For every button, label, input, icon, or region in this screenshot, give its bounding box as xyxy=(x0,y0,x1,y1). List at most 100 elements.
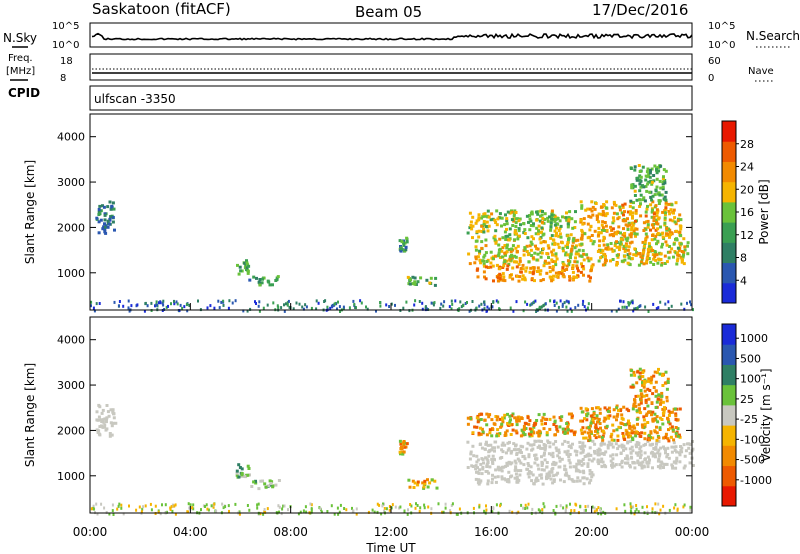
scatter-cell xyxy=(629,509,632,513)
scatter-cell xyxy=(636,370,640,374)
scatter-cell xyxy=(639,255,643,259)
scatter-cell xyxy=(383,507,386,510)
scatter-cell xyxy=(528,244,532,248)
scatter-cell xyxy=(653,237,657,241)
scatter-cell xyxy=(539,509,542,513)
scatter-cell xyxy=(531,271,535,275)
scatter-cell xyxy=(649,228,652,232)
scatter-cell xyxy=(662,410,666,414)
scatter-cell xyxy=(262,512,265,516)
scatter-cell xyxy=(646,219,650,223)
scatter-cell xyxy=(682,253,685,257)
scatter-cell xyxy=(674,201,678,205)
scatter-cell xyxy=(642,196,646,200)
scatter-cell xyxy=(635,504,638,507)
scatter-cell xyxy=(521,455,525,458)
scatter-cell xyxy=(305,510,308,514)
scatter-cell xyxy=(579,504,582,508)
scatter-cell xyxy=(95,502,98,506)
scatter-cell xyxy=(255,302,257,305)
scatter-cell xyxy=(97,415,101,419)
scatter-cell xyxy=(548,275,552,279)
scatter-cell xyxy=(602,431,606,435)
scatter-cell xyxy=(534,478,538,482)
scatter-cell xyxy=(593,434,597,437)
scatter-cell xyxy=(503,244,507,247)
scatter-cell xyxy=(667,428,670,432)
scatter-cell xyxy=(527,455,531,459)
scatter-cell xyxy=(619,231,622,235)
scatter-cell xyxy=(637,403,641,407)
scatter-cell xyxy=(337,512,340,516)
scatter-cell xyxy=(612,200,616,204)
scatter-cell xyxy=(638,371,642,375)
scatter-cell xyxy=(606,443,610,447)
scatter-cell xyxy=(535,258,539,262)
scatter-cell xyxy=(128,504,130,508)
scatter-cell xyxy=(520,503,523,507)
scatter-cell xyxy=(475,470,478,474)
scatter-cell xyxy=(169,508,172,511)
scatter-cell xyxy=(390,302,393,306)
scatter-cell xyxy=(667,256,671,260)
scatter-cell xyxy=(686,442,689,446)
scatter-cell xyxy=(433,283,437,287)
scatter-cell xyxy=(527,220,530,224)
scatter-cell xyxy=(657,440,661,443)
scatter-cell xyxy=(676,434,680,438)
scatter-cell xyxy=(238,466,242,469)
scatter-cell xyxy=(665,260,669,264)
scatter-cell xyxy=(503,434,507,437)
scatter-cell xyxy=(655,211,659,215)
scatter-cell xyxy=(532,425,536,429)
scatter-cell xyxy=(674,414,678,418)
scatter-cell xyxy=(574,256,577,260)
scatter-cell xyxy=(593,207,597,211)
scatter-cell xyxy=(309,502,312,506)
scatter-cell xyxy=(566,225,570,229)
scatter-cell xyxy=(248,473,251,477)
velocity-colorbar-label: Velocity [m s⁻¹] xyxy=(759,368,773,461)
scatter-cell xyxy=(554,424,558,428)
scatter-cell xyxy=(581,222,585,226)
scatter-cell xyxy=(305,305,308,309)
scatter-cell xyxy=(518,450,522,454)
scatter-cell xyxy=(191,506,194,510)
scatter-cell xyxy=(529,266,533,270)
scatter-cell xyxy=(605,228,609,232)
scatter-cell xyxy=(666,446,670,450)
scatter-cell xyxy=(430,478,434,482)
scatter-cell xyxy=(495,503,498,507)
scatter-cell xyxy=(570,414,574,418)
scatter-cell xyxy=(100,411,104,415)
scatter-cell xyxy=(624,244,628,248)
scatter-cell xyxy=(629,373,633,377)
scatter-cell xyxy=(101,227,105,231)
scatter-cell xyxy=(540,468,544,472)
scatter-cell xyxy=(482,227,486,231)
scatter-cell xyxy=(268,283,272,287)
scatter-cell xyxy=(505,259,509,263)
scatter-cell xyxy=(491,217,495,221)
colorbar-swatch xyxy=(722,344,736,365)
scatter-cell xyxy=(231,301,234,305)
scatter-cell xyxy=(633,373,637,377)
scatter-cell xyxy=(545,465,549,469)
scatter-cell xyxy=(658,372,662,376)
scatter-cell xyxy=(556,222,560,226)
scatter-cell xyxy=(207,508,210,512)
scatter-cell xyxy=(655,171,659,175)
scatter-cell xyxy=(664,370,668,374)
scatter-cell xyxy=(639,399,643,403)
scatter-cell xyxy=(103,506,106,510)
scatter-cell xyxy=(665,228,669,232)
scatter-cell xyxy=(482,270,486,274)
scatter-cell xyxy=(527,422,531,426)
scatter-cell xyxy=(590,200,594,204)
scatter-cell xyxy=(582,469,585,473)
scatter-cell xyxy=(507,248,511,251)
scatter-cell xyxy=(532,266,536,270)
scatter-cell xyxy=(419,276,423,280)
scatter-cell xyxy=(326,305,329,309)
